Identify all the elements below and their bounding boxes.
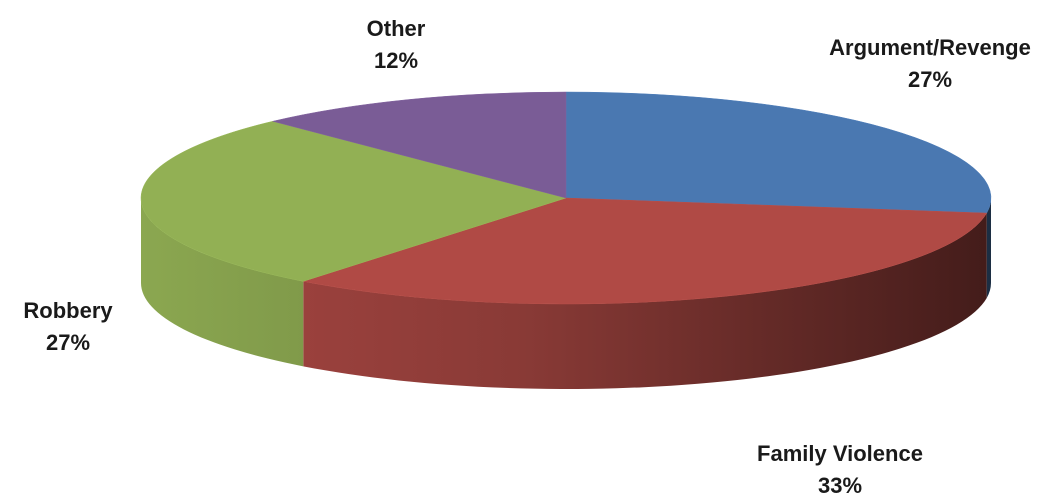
slice-percent-robbery: 27%	[46, 330, 90, 355]
slice-percent-other: 12%	[374, 48, 418, 73]
pie-sides	[141, 198, 991, 389]
slice-label-argument-revenge: Argument/Revenge	[829, 35, 1031, 60]
slice-label-other: Other	[367, 16, 426, 41]
pie-side-family-violence	[303, 213, 987, 389]
pie-labels: Argument/Revenge 27% Family Violence 33% Rob…	[23, 16, 1030, 498]
pie-slice-other	[272, 91, 567, 199]
pie-top	[140, 91, 992, 305]
pie-side-robbery	[141, 198, 304, 367]
slice-label-robbery: Robbery	[23, 298, 113, 323]
slice-percent-family-violence: 33%	[818, 473, 862, 498]
pie-slice-robbery	[140, 121, 567, 282]
pie-slice-family-violence	[303, 197, 988, 305]
slice-label-family-violence: Family Violence	[757, 441, 923, 466]
pie-side-argument-revenge	[986, 198, 991, 299]
pie-slice-argument-revenge	[565, 91, 992, 214]
slice-percent-argument-revenge: 27%	[908, 67, 952, 92]
